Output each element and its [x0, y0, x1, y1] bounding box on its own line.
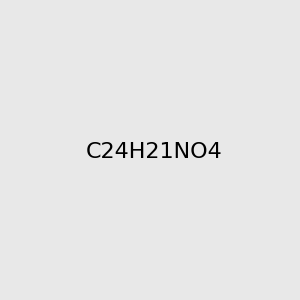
- Text: C24H21NO4: C24H21NO4: [85, 142, 222, 161]
